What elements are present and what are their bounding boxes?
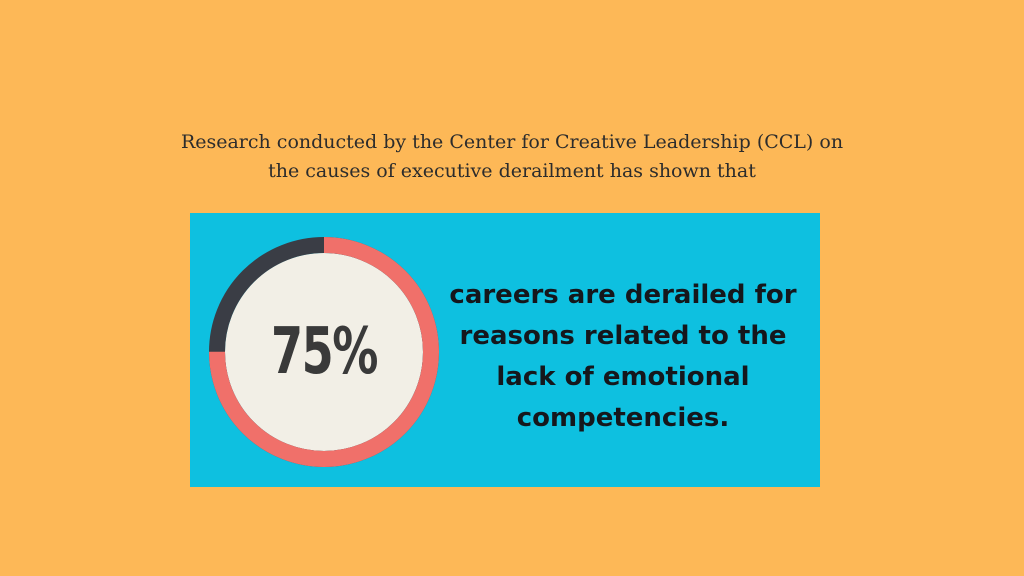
statement-text: careers are derailed for reasons related… [438,275,808,439]
statement-line: reasons related to the [459,321,787,351]
statement-line: lack of emotional [496,362,750,392]
percentage-gauge: 75% [207,235,441,469]
intro-line: the causes of executive derailment has s… [268,160,756,182]
stat-panel: 75% careers are derailed for reasons rel… [190,213,820,487]
gauge-inner-circle [225,253,423,451]
statement-line: careers are derailed for [449,280,797,310]
intro-text: Research conducted by the Center for Cre… [112,128,912,186]
statement-line: competencies. [516,403,730,433]
gauge-filled-arc [209,237,439,467]
gauge-ring [209,237,439,467]
gauge-value: 75% [271,315,378,389]
intro-line: Research conducted by the Center for Cre… [180,131,844,153]
